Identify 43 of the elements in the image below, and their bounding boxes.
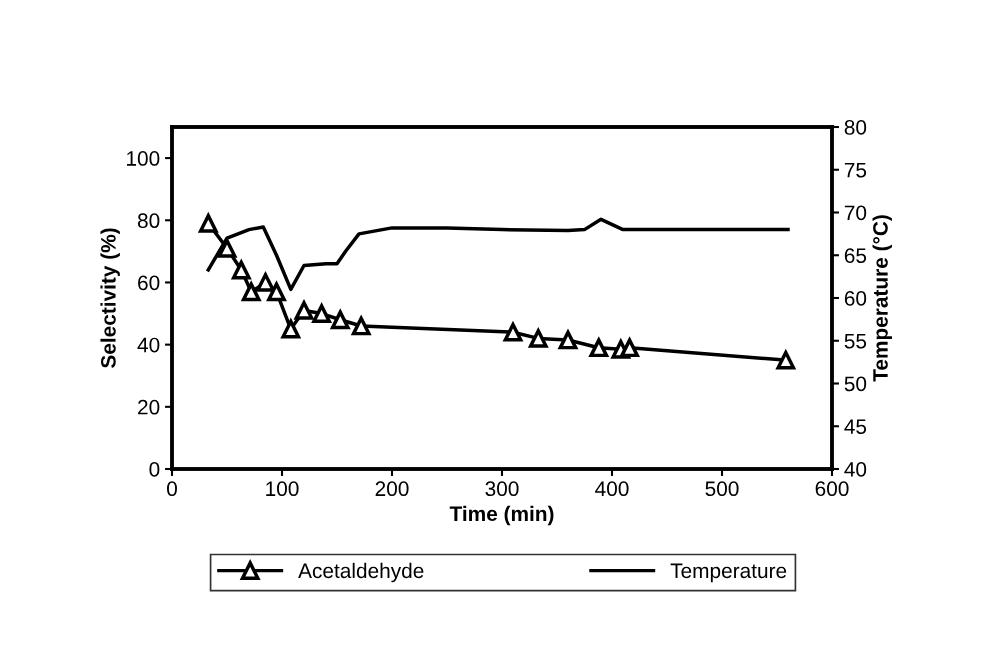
y-tick-label: 0 (149, 462, 160, 477)
y2-tick-label: 45 (844, 419, 867, 434)
x-axis-title: Time (min) (449, 505, 554, 526)
x-tick-label: 100 (266, 481, 299, 497)
y2-tick-label: 50 (844, 376, 867, 392)
point (256, 273, 275, 292)
x-tick-label: 600 (815, 481, 849, 497)
x-tick-label: 400 (595, 481, 629, 497)
point (557, 328, 579, 350)
point (294, 301, 314, 320)
point (230, 258, 252, 280)
y-tick-label: 40 (137, 337, 160, 353)
point (589, 338, 609, 358)
legend-label: Temperature (670, 563, 787, 583)
y-tick-label: 20 (138, 399, 160, 415)
y2-tick-label: 75 (844, 162, 867, 178)
point (312, 304, 331, 323)
x-tick-label: 200 (375, 481, 409, 497)
point (241, 282, 261, 302)
y2-tick-label: 55 (844, 333, 867, 349)
y2-tick-label: 40 (844, 462, 867, 477)
x-tick-label: 500 (705, 481, 739, 497)
y2-tick-label: 65 (844, 248, 867, 263)
point (280, 317, 302, 339)
y-tick-label: 80 (137, 213, 160, 229)
point (330, 310, 350, 330)
y-tick-label: 60 (138, 275, 160, 291)
point (503, 322, 523, 342)
y-tick-label: 100 (127, 151, 160, 166)
point (217, 238, 237, 258)
point (775, 348, 797, 370)
point (350, 314, 372, 336)
x-tick-label: 0 (167, 481, 177, 497)
point (267, 282, 286, 302)
point (528, 329, 548, 348)
y2-tick-label: 60 (844, 291, 867, 306)
legend-label: Acetaldehyde (298, 562, 424, 583)
y-axis-title: Selectivity (%) (100, 228, 120, 369)
y2-axis-title: Temperature (°C) (872, 215, 892, 382)
y2-tick-label: 80 (844, 120, 867, 135)
x-tick-label: 300 (485, 481, 519, 497)
point (620, 338, 639, 358)
y2-tick-label: 70 (844, 205, 867, 221)
